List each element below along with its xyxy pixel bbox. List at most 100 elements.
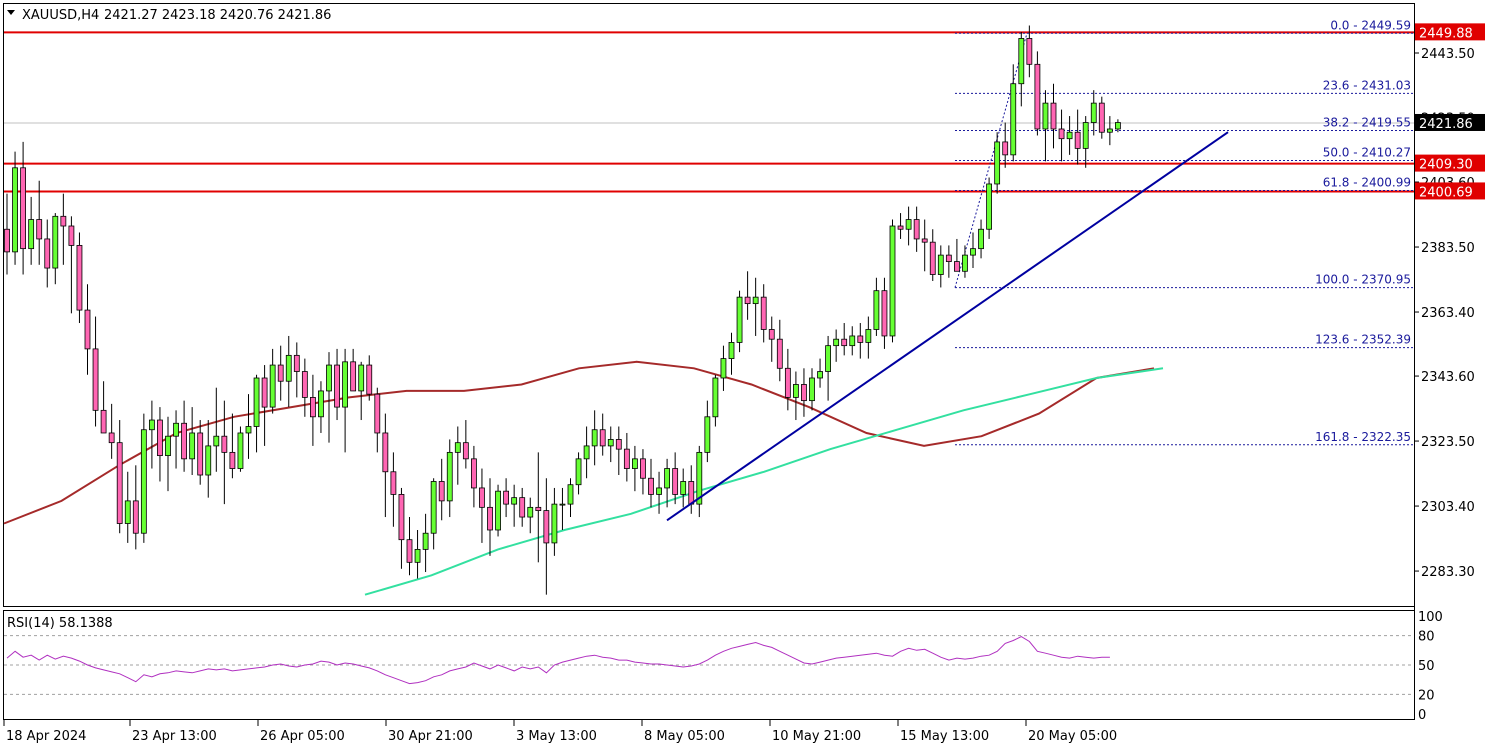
candlestick <box>1115 119 1121 133</box>
bull-candle-body <box>656 487 662 495</box>
fibonacci-level-label: 0.0 - 2449.59 <box>1330 18 1411 32</box>
candlestick <box>221 400 228 505</box>
candlestick <box>1082 116 1089 168</box>
candlestick <box>607 426 614 463</box>
candlestick <box>261 365 268 446</box>
bull-candle-body <box>889 225 896 337</box>
bear-candle-body <box>1058 128 1065 140</box>
candlestick <box>318 381 324 433</box>
candlestick <box>519 487 526 527</box>
candlestick <box>197 420 204 485</box>
bear-candle-body <box>350 361 357 392</box>
bear-candle-body <box>744 296 751 305</box>
bear-candle-body <box>1026 38 1033 65</box>
bull-candle-body <box>1106 128 1113 133</box>
bear-candle-body <box>760 296 767 330</box>
bull-candle-body <box>704 416 711 453</box>
symbol-title: XAUUSD,H4 <box>22 8 99 23</box>
candlestick <box>52 213 59 285</box>
bull-candle-body <box>809 377 815 402</box>
candlestick <box>140 413 147 543</box>
candlestick <box>285 335 292 408</box>
candlestick <box>84 284 91 375</box>
bear-candle-body <box>640 458 646 479</box>
bear-candle-body <box>881 290 888 337</box>
candlestick <box>454 426 461 485</box>
bull-candle-body <box>559 503 566 506</box>
bear-candle-body <box>623 448 630 469</box>
candlestick <box>12 151 18 265</box>
bear-candle-body <box>479 487 485 508</box>
symbol-dropdown-icon[interactable] <box>7 10 15 15</box>
rsi-title: RSI(14) 58.1388 <box>7 616 113 631</box>
candlestick <box>809 368 815 411</box>
candlestick <box>245 394 252 459</box>
bull-candle-body <box>551 503 558 544</box>
candlestick <box>479 468 485 543</box>
candlestick <box>623 432 630 482</box>
bear-candle-body <box>897 225 904 230</box>
candlestick <box>728 332 735 375</box>
bear-candle-body <box>261 377 268 408</box>
bear-candle-body <box>954 261 960 272</box>
candlestick <box>913 206 920 252</box>
time-label: 20 May 05:00 <box>1028 729 1117 744</box>
candlestick <box>632 445 638 492</box>
bull-candle-body <box>318 390 324 418</box>
fibonacci-level-label: 61.8 - 2400.99 <box>1323 175 1411 189</box>
bull-candle-body <box>865 329 872 343</box>
price-tick-label: 2343.60 <box>1421 370 1475 385</box>
candlestick <box>929 229 936 281</box>
candlestick <box>921 219 928 272</box>
bear-candle-body <box>1074 131 1081 149</box>
bear-candle-body <box>519 497 526 518</box>
level-price-tag-label: 2400.69 <box>1419 185 1473 200</box>
bear-candle-body <box>197 432 204 476</box>
bear-candle-body <box>229 451 236 469</box>
fibonacci-level-label: 50.0 - 2410.27 <box>1323 145 1411 159</box>
bear-candle-body <box>801 384 807 402</box>
bear-candle-body <box>374 393 381 434</box>
bull-candle-body <box>237 432 244 469</box>
fibonacci-trend-connector <box>954 33 1028 288</box>
time-label: 10 May 21:00 <box>772 729 861 744</box>
rsi-tick-label: 100 <box>1418 610 1443 625</box>
candlestick <box>994 132 1001 194</box>
bear-candle-body <box>132 500 139 534</box>
fibonacci-level-label: 123.6 - 2352.39 <box>1315 333 1411 347</box>
candlestick <box>833 329 840 362</box>
bull-candle-body <box>905 219 912 230</box>
bull-candle-body <box>712 377 719 418</box>
bear-candle-body <box>615 439 622 450</box>
candlestick <box>656 471 662 514</box>
bull-candle-body <box>342 361 349 408</box>
candlestick <box>68 216 75 314</box>
candlestick <box>470 445 477 508</box>
candlestick <box>36 180 43 265</box>
time-label: 30 Apr 21:00 <box>388 729 473 744</box>
bear-candle-body <box>921 238 928 243</box>
bull-candle-body <box>567 484 574 505</box>
bull-candle-body <box>1018 38 1025 85</box>
candlestick <box>696 445 703 518</box>
bear-candle-body <box>857 335 864 343</box>
candlestick <box>1098 96 1105 139</box>
bear-candle-body <box>36 219 43 240</box>
candlestick <box>954 238 960 272</box>
candlestick <box>511 484 518 527</box>
bear-candle-body <box>221 435 228 453</box>
candlestick <box>181 400 188 472</box>
bull-candle-body <box>326 364 332 392</box>
bear-candle-body <box>108 432 115 444</box>
fibonacci-level-label: 100.0 - 2370.95 <box>1315 273 1411 287</box>
candlestick <box>543 478 550 595</box>
bear-candle-body <box>672 468 679 495</box>
candlestick <box>970 232 976 269</box>
candlestick <box>841 323 848 356</box>
candlestick <box>213 387 220 472</box>
bear-candle-body <box>487 506 493 531</box>
candlestick <box>736 290 743 353</box>
candlestick <box>503 478 510 518</box>
candlestick <box>44 219 51 288</box>
